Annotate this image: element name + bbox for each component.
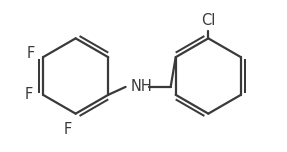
Text: F: F (25, 87, 33, 102)
Text: Cl: Cl (201, 13, 216, 28)
Text: NH: NH (131, 79, 153, 94)
Text: F: F (27, 46, 35, 61)
Text: F: F (63, 122, 72, 137)
